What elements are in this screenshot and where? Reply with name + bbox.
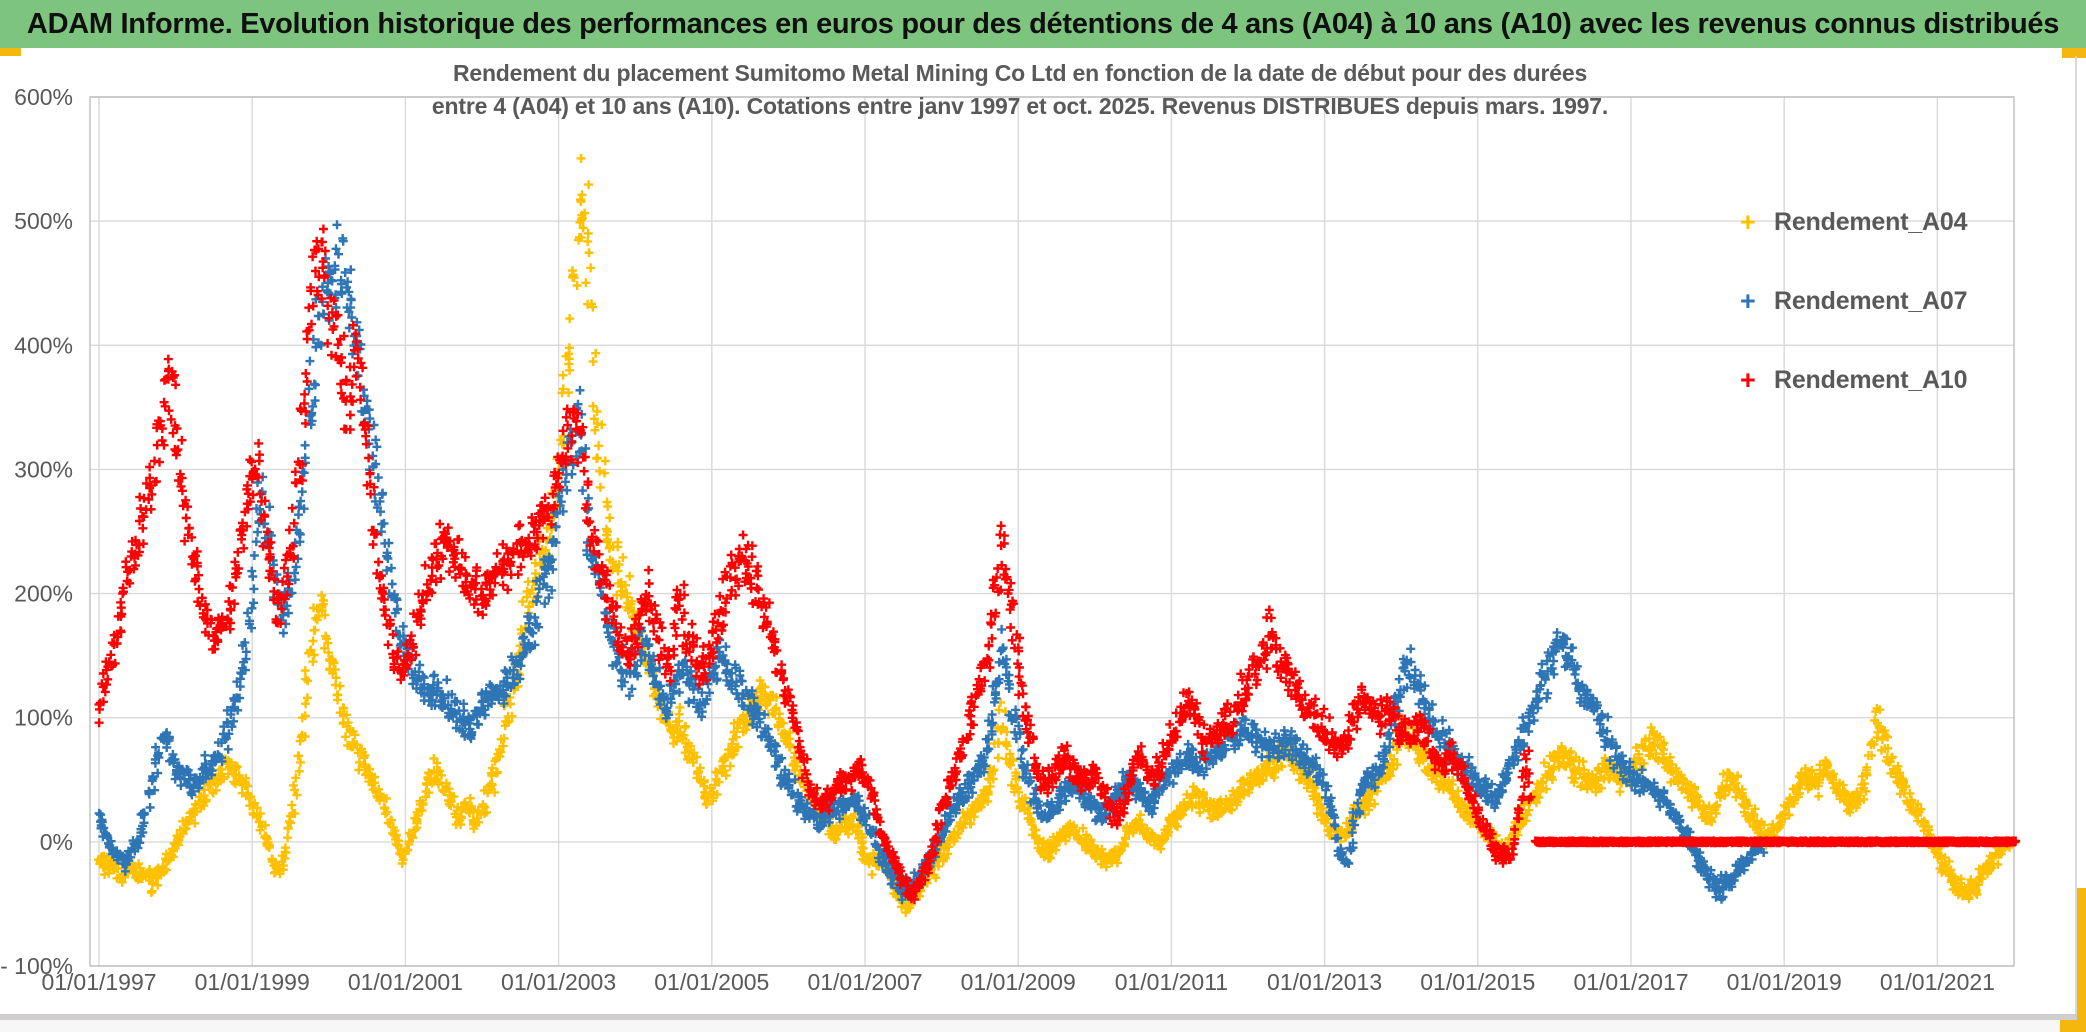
x-axis-tick-label: 01/01/2015 <box>1420 969 1535 995</box>
y-axis-tick-label: 0% <box>40 829 73 855</box>
y-axis-tick-label: 600% <box>14 84 73 110</box>
x-axis-tick-label: 01/01/2013 <box>1267 969 1382 995</box>
x-axis-tick-label: 01/01/1999 <box>195 969 310 995</box>
legend-label: Rendement_A07 <box>1774 286 1968 315</box>
y-axis-tick-label: - 100% <box>0 953 73 979</box>
x-axis-tick-label: 01/01/2009 <box>961 969 1076 995</box>
chart-legend: + Rendement_A04 + Rendement_A07 + Rendem… <box>1740 205 1968 442</box>
y-axis-tick-label: 300% <box>14 456 73 482</box>
plot-frame <box>89 96 2015 967</box>
series-points-Rendement_A07 <box>94 220 1769 905</box>
x-axis-tick-label: 01/01/2003 <box>501 969 616 995</box>
gold-accent-top-right <box>2062 47 2086 58</box>
series-points-Rendement_A04 <box>94 153 2015 918</box>
gold-accent-right-bar <box>2077 888 2086 1032</box>
plus-marker-icon: + <box>1740 206 1756 237</box>
chart-title: Rendement du placement Sumitomo Metal Mi… <box>320 57 1720 123</box>
x-axis-tick-label: 01/01/2021 <box>1880 969 1995 995</box>
legend-label: Rendement_A04 <box>1774 207 1968 236</box>
bottom-strip <box>0 1020 2086 1032</box>
legend-item-a07[interactable]: + Rendement_A07 <box>1740 284 1968 318</box>
bottom-rule <box>0 1014 2086 1020</box>
x-axis-tick-label: 01/01/2019 <box>1727 969 1842 995</box>
x-axis-tick-label: 01/01/2005 <box>654 969 769 995</box>
x-axis-tick-label: 01/01/2017 <box>1573 969 1688 995</box>
chart-title-line2: entre 4 (A04) et 10 ans (A10). Cotations… <box>431 93 1609 119</box>
series-points-Rendement_A10 <box>94 224 2021 904</box>
y-axis-tick-label: 200% <box>14 581 73 607</box>
legend-label: Rendement_A10 <box>1774 365 1968 394</box>
page-title: ADAM Informe. Evolution historique des p… <box>26 7 2060 40</box>
plus-marker-icon: + <box>1740 285 1756 316</box>
y-axis-tick-label: 400% <box>14 332 73 358</box>
x-axis-tick-label: 01/01/2007 <box>807 969 922 995</box>
panel-right-border <box>2075 56 2077 1014</box>
x-axis-tick-label: 01/01/2001 <box>348 969 463 995</box>
x-axis-tick-label: 01/01/2011 <box>1115 969 1228 995</box>
y-axis-tick-label: 500% <box>14 208 73 234</box>
gold-accent-bottom-right <box>2060 1020 2086 1032</box>
x-axis-tick-label: 01/01/1997 <box>41 969 156 995</box>
y-axis-tick-label: 100% <box>14 705 73 731</box>
chart-title-line1: Rendement du placement Sumitomo Metal Mi… <box>452 60 1588 86</box>
gold-accent-top-left <box>0 48 21 56</box>
legend-item-a10[interactable]: + Rendement_A10 <box>1740 363 1968 397</box>
title-banner: ADAM Informe. Evolution historique des p… <box>0 0 2086 48</box>
legend-item-a04[interactable]: + Rendement_A04 <box>1740 205 1968 239</box>
plus-marker-icon: + <box>1740 364 1756 395</box>
